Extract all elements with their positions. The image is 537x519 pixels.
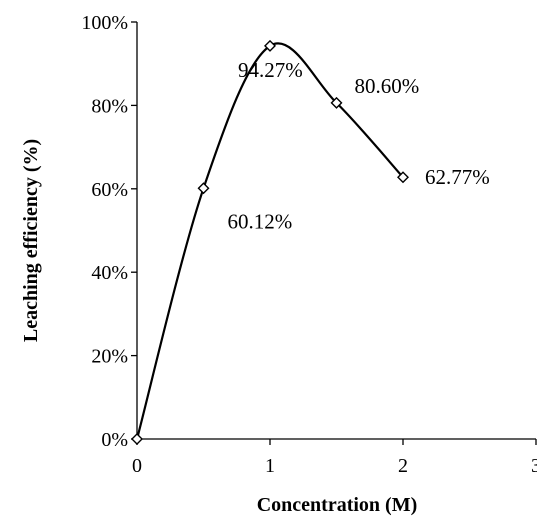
data-labels: 60.12% 94.27% 80.60% 62.77% [228, 58, 490, 233]
data-point [131, 433, 143, 445]
data-point [330, 96, 343, 109]
y-tick-label: 80% [91, 95, 128, 117]
series-line [135, 42, 404, 440]
x-tick-label: 0 [132, 455, 142, 477]
data-label: 62.77% [425, 165, 490, 189]
y-tick-label: 40% [91, 262, 128, 284]
x-axis-title: Concentration (M) [257, 494, 418, 516]
y-axis-title: Leaching efficiency (%) [20, 139, 42, 342]
data-label: 94.27% [238, 58, 303, 82]
y-tick-label: 60% [91, 179, 128, 201]
data-point [264, 39, 276, 52]
tick-labels: 0% 20% 40% 60% 80% 100% 0 1 2 3 [81, 12, 537, 477]
axes [136, 22, 536, 440]
data-label: 80.60% [355, 74, 420, 98]
data-point [197, 182, 210, 195]
x-tick-label: 2 [398, 455, 408, 477]
y-tick-label: 0% [101, 429, 128, 451]
y-tick-label: 20% [91, 346, 128, 368]
x-tick-label: 1 [265, 455, 275, 477]
data-label: 60.12% [228, 209, 293, 233]
x-tick-label: 3 [531, 455, 537, 477]
y-tick-label: 100% [81, 12, 128, 34]
data-point [397, 171, 409, 184]
series [135, 42, 404, 440]
markers [131, 39, 409, 445]
ticks [131, 21, 537, 445]
